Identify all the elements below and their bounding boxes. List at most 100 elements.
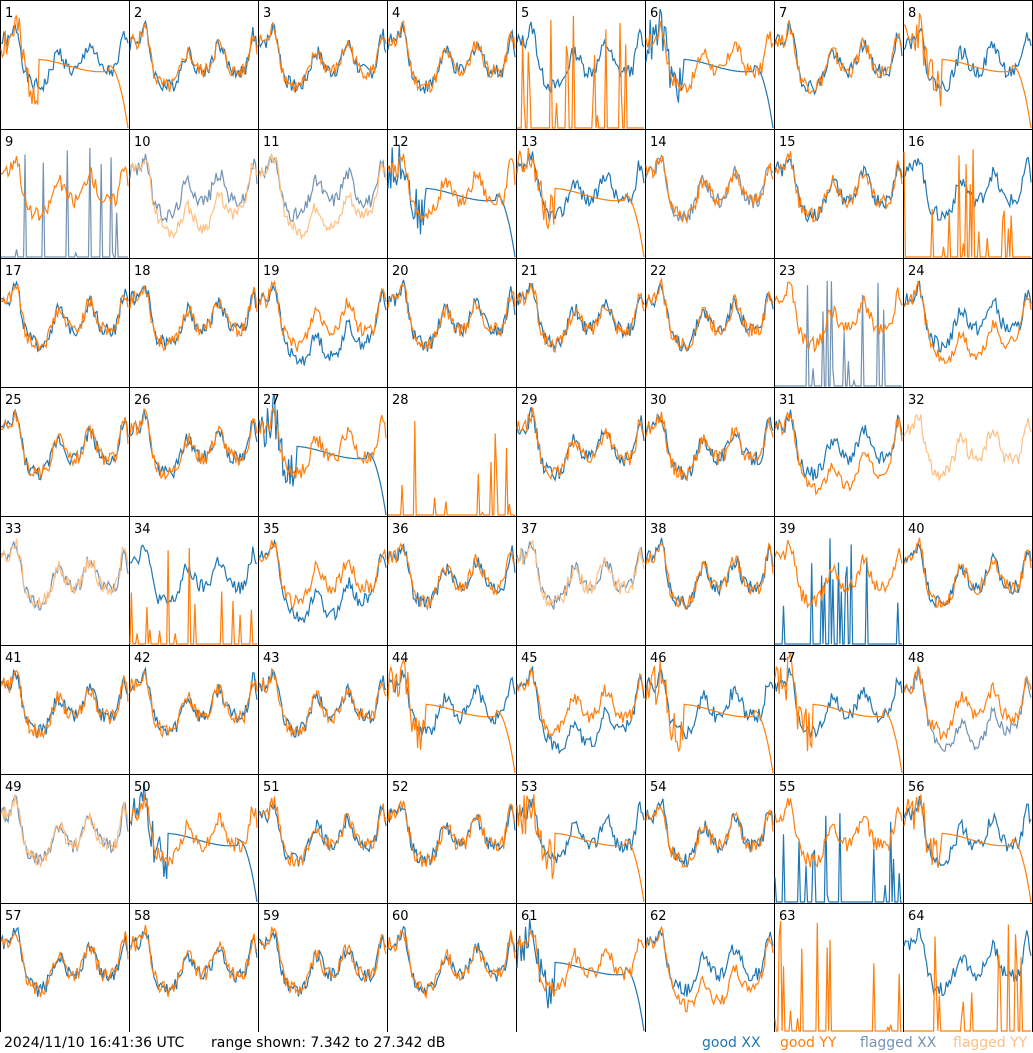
panel-label: 27	[263, 393, 280, 408]
panel-label: 51	[263, 780, 280, 795]
series-line-yy	[258, 279, 387, 352]
series-line-yy	[258, 796, 387, 868]
series-line-xx	[516, 151, 645, 222]
panel-frame	[387, 516, 517, 646]
panel-label: 45	[521, 651, 538, 666]
series-line-yy	[645, 411, 774, 480]
panel-label: 9	[5, 135, 13, 150]
series-line-xx	[516, 21, 645, 93]
series-line-yy	[387, 542, 516, 612]
panel-label: 8	[908, 6, 916, 21]
panel-40: 40	[903, 516, 1033, 646]
panel-39: 39	[774, 516, 904, 646]
series-line-xx	[0, 408, 129, 481]
panel-label: 28	[392, 393, 409, 408]
panel-31: 31	[774, 387, 904, 517]
panel-frame	[774, 903, 904, 1032]
panel-label: 1	[5, 6, 13, 21]
panel-label: 32	[908, 393, 925, 408]
series-line-yy	[645, 659, 774, 774]
panel-frame	[129, 387, 259, 517]
series-line-xx	[775, 538, 902, 645]
panel-label: 4	[392, 6, 400, 21]
series-line-xx	[388, 420, 515, 516]
panel-label: 14	[650, 135, 667, 150]
series-line-xx	[387, 279, 516, 352]
series-line-xx	[258, 394, 387, 516]
panel-57: 57	[0, 903, 130, 1032]
series-line-xx	[1, 147, 128, 258]
panel-label: 33	[5, 522, 22, 537]
series-line-yy	[645, 542, 774, 611]
legend-flagged-yy: flagged YY	[953, 1035, 1028, 1051]
panel-10: 10	[129, 129, 259, 259]
timestamp-label: 2024/11/10 16:41:36 UTC	[4, 1035, 185, 1051]
panel-44: 44	[387, 645, 517, 775]
panel-label: 59	[263, 909, 280, 924]
series-line-yy	[517, 15, 644, 129]
panel-58: 58	[129, 903, 259, 1032]
panel-23: 23	[774, 258, 904, 388]
panel-label: 58	[134, 909, 151, 924]
panel-52: 52	[387, 774, 517, 904]
series-line-xx	[387, 669, 516, 736]
series-line-yy	[516, 407, 645, 481]
panel-50: 50	[129, 774, 259, 904]
panel-1: 1	[0, 0, 130, 130]
panel-18: 18	[129, 258, 259, 388]
panel-43: 43	[258, 645, 388, 775]
series-line-xx	[129, 544, 258, 605]
panel-label: 21	[521, 264, 538, 279]
panel-label: 30	[650, 393, 667, 408]
series-line-yy	[516, 283, 645, 354]
series-line-yy	[0, 538, 129, 609]
series-line-yy	[387, 657, 516, 774]
panel-label: 31	[779, 393, 796, 408]
series-line-yy	[258, 540, 387, 610]
panel-label: 12	[392, 135, 409, 150]
panel-49: 49	[0, 774, 130, 904]
series-line-yy	[903, 149, 1031, 258]
series-line-yy	[0, 15, 129, 129]
panel-61: 61	[516, 903, 646, 1032]
series-line-xx	[258, 282, 387, 366]
series-line-yy	[516, 539, 645, 607]
panel-17: 17	[0, 258, 130, 388]
series-line-yy	[774, 539, 903, 609]
series-line-yy	[258, 152, 387, 241]
series-line-xx	[774, 813, 902, 903]
panel-36: 36	[387, 516, 517, 646]
series-line-yy	[0, 931, 129, 998]
series-line-yy	[903, 794, 1032, 903]
panel-45: 45	[516, 645, 646, 775]
panel-60: 60	[387, 903, 517, 1032]
series-line-xx	[0, 23, 129, 93]
panel-2: 2	[129, 0, 259, 130]
panel-label: 52	[392, 780, 409, 795]
series-line-yy	[904, 924, 1031, 1032]
series-line-yy	[0, 283, 129, 352]
series-line-xx	[0, 926, 129, 997]
panel-label: 42	[134, 651, 151, 666]
series-line-yy	[387, 799, 516, 867]
panel-label: 46	[650, 651, 667, 666]
panel-3: 3	[258, 0, 388, 130]
panel-47: 47	[774, 645, 904, 775]
series-line-yy	[258, 406, 387, 479]
series-line-xx	[129, 153, 258, 224]
panel-41: 41	[0, 645, 130, 775]
series-line-xx	[645, 667, 774, 740]
panel-label: 3	[263, 6, 271, 21]
series-line-xx	[903, 667, 1032, 752]
series-line-yy	[129, 924, 258, 997]
series-line-yy	[0, 794, 129, 867]
series-line-yy	[516, 666, 645, 739]
series-line-yy	[387, 153, 516, 223]
panel-label: 61	[521, 909, 538, 924]
legend-good-xx: good XX	[702, 1035, 761, 1051]
series-line-xx	[516, 665, 645, 755]
panel-29: 29	[516, 387, 646, 517]
panel-label: 53	[521, 780, 538, 795]
panel-6: 6	[645, 0, 775, 130]
